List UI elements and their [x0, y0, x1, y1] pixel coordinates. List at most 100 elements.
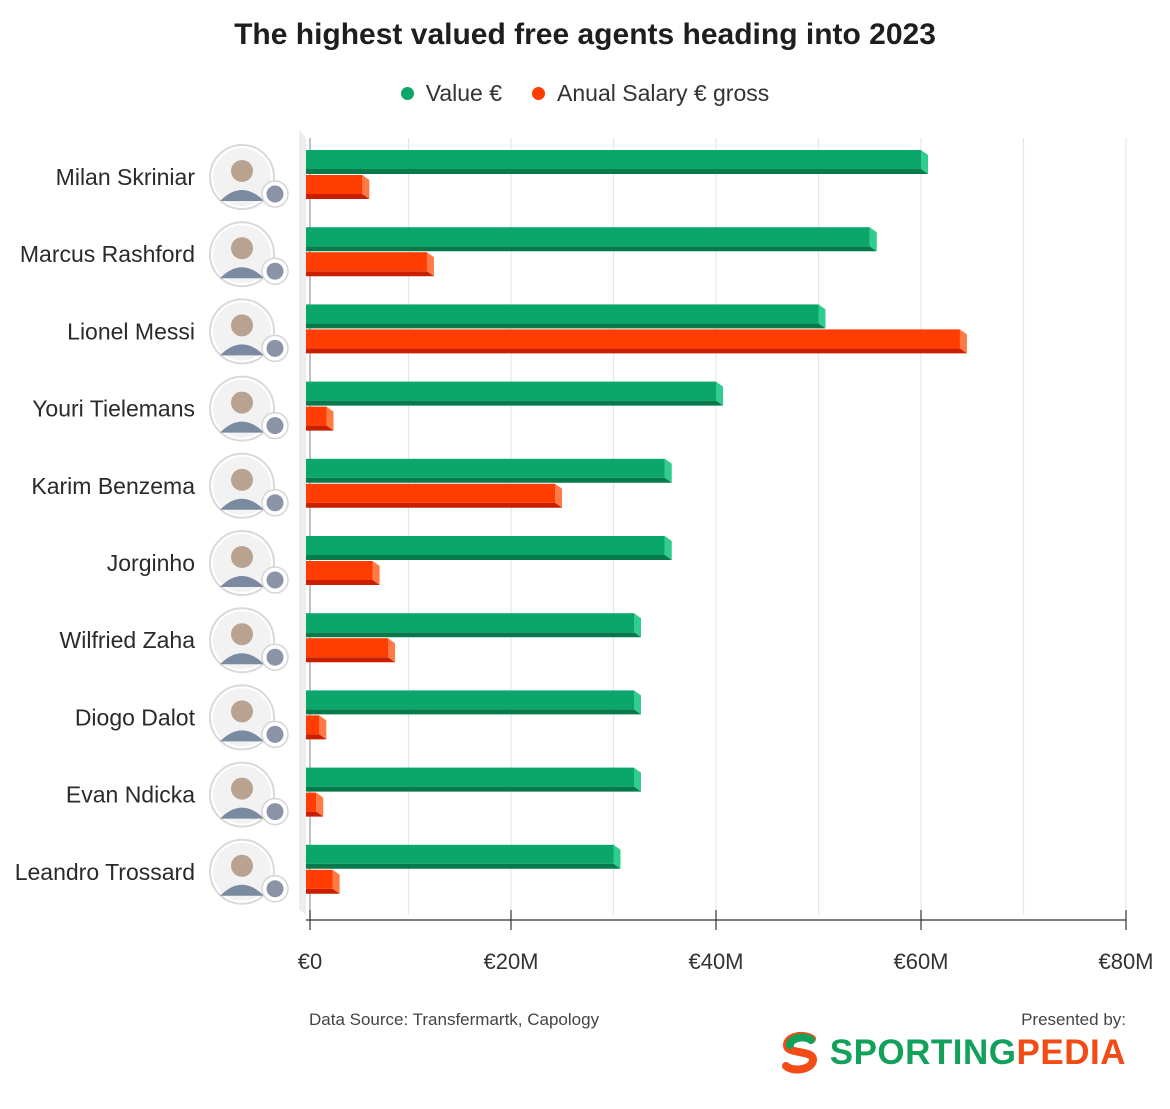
badge-core — [266, 185, 284, 203]
avatar-head — [231, 160, 253, 182]
player-avatar-icon — [209, 298, 275, 365]
bar-bottom — [306, 502, 563, 508]
badge-core — [266, 262, 284, 280]
bar-face — [306, 869, 333, 889]
badge-core — [266, 417, 284, 435]
bar-face — [306, 252, 427, 272]
category-label: Leandro Trossard — [15, 859, 195, 885]
bar-bottom — [306, 786, 641, 792]
bar-salary — [306, 406, 334, 431]
badge-core — [266, 880, 284, 898]
bar-bottom — [306, 555, 672, 560]
bar-side — [362, 175, 370, 199]
bar-side — [818, 304, 826, 329]
brand-name-part2: PEDIA — [1016, 1033, 1126, 1072]
bar-face — [306, 844, 614, 864]
player-avatar-icon — [209, 452, 275, 519]
brand-logo: SPORTINGPEDIA — [778, 1030, 1126, 1076]
badge-core — [266, 571, 284, 589]
bar-salary — [306, 483, 563, 508]
avatar-body — [220, 344, 264, 356]
badge-core — [266, 494, 284, 512]
avatar-body — [220, 730, 264, 742]
bar-face — [306, 638, 388, 658]
bar-side — [316, 792, 324, 817]
bar-salary — [306, 561, 380, 585]
legend-label-value: Value € — [425, 80, 503, 106]
bar-bottom — [306, 323, 826, 329]
badge-core — [266, 648, 284, 666]
bar-face — [306, 690, 634, 710]
avatar-head — [231, 777, 253, 800]
bar-salary — [306, 869, 340, 894]
bar-face — [306, 458, 665, 478]
x-tick-label: €20M — [483, 949, 538, 974]
bar-face — [306, 150, 921, 169]
x-tick-label: €0 — [298, 949, 322, 974]
bar-face — [306, 406, 327, 426]
bar-side — [664, 536, 672, 560]
avatar-head — [231, 391, 253, 414]
bar-bottom — [306, 246, 877, 252]
bar-side — [388, 638, 395, 663]
bar-side — [959, 329, 967, 354]
legend-dot-value — [400, 87, 414, 100]
player-avatar-icon — [209, 761, 275, 828]
bar-face — [306, 304, 819, 324]
bar-side — [613, 844, 621, 869]
bar-bottom — [306, 734, 327, 740]
bar-value — [306, 536, 672, 560]
legend-dot-salary — [532, 87, 546, 100]
bar-side — [326, 406, 334, 431]
category-label: Jorginho — [107, 550, 195, 576]
player-avatar-icon — [209, 221, 275, 288]
avatar-body — [220, 267, 264, 279]
avatar-body — [220, 421, 264, 433]
bar-side — [869, 227, 877, 252]
brand-logo-icon — [781, 1031, 817, 1074]
avatar-body — [220, 498, 264, 510]
category-label: Wilfried Zaha — [60, 627, 196, 653]
category-label: Evan Ndicka — [66, 782, 195, 808]
bar-face — [306, 613, 634, 633]
bar-bottom — [306, 580, 380, 585]
bar-value — [306, 304, 826, 329]
data-source: Data Source: Transfermartk, Capology — [309, 1010, 600, 1029]
bar-salary — [306, 175, 370, 199]
bar-face — [306, 536, 665, 555]
axis-wall — [299, 130, 306, 915]
bar-bottom — [306, 169, 928, 174]
bar-salary — [306, 638, 395, 663]
chart-title: The highest valued free agents heading i… — [234, 18, 936, 51]
bar-face — [306, 792, 317, 812]
bar-side — [426, 252, 434, 277]
category-label: Marcus Rashford — [20, 241, 195, 267]
club-badge-icon — [261, 643, 289, 671]
bar-face — [306, 715, 320, 735]
bar-side — [921, 150, 928, 174]
club-badge-icon — [261, 411, 289, 440]
bar-side — [634, 690, 641, 715]
bar-value — [306, 844, 621, 869]
category-label: Milan Skriniar — [56, 164, 196, 190]
bar-bottom — [306, 632, 641, 638]
bar-face — [306, 483, 556, 503]
legend-label-salary: Anual Salary € gross — [557, 80, 770, 106]
player-avatar-icon — [209, 838, 275, 905]
legend-item-value[interactable]: Value € — [400, 80, 503, 107]
legend-item-salary[interactable]: Anual Salary € gross — [532, 80, 769, 107]
club-badge-icon — [261, 797, 289, 826]
category-label: Youri Tielemans — [32, 396, 195, 422]
brand-name: SPORTINGPEDIA — [830, 1033, 1126, 1073]
bar-bottom — [306, 657, 395, 663]
bar-side — [664, 458, 672, 483]
player-avatar-icon — [209, 684, 275, 751]
bar-face — [306, 329, 960, 349]
badge-core — [266, 803, 284, 821]
avatar-body — [220, 576, 264, 587]
category-label: Lionel Messi — [67, 318, 195, 344]
bar-face — [306, 381, 716, 401]
bar-side — [319, 715, 327, 740]
club-badge-icon — [261, 720, 289, 749]
bar-bottom — [306, 348, 967, 354]
